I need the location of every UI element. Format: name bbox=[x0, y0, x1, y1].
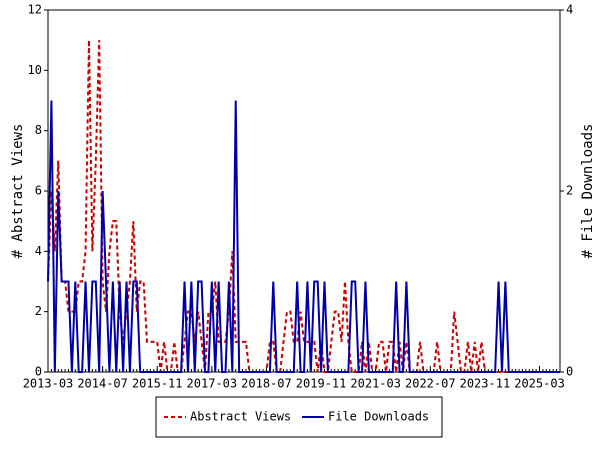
x-tick-label: 2013-03 bbox=[23, 377, 74, 391]
y2-tick-label: 2 bbox=[566, 184, 573, 198]
x-tick-label: 2017-03 bbox=[187, 377, 238, 391]
y-tick-label: 10 bbox=[28, 63, 42, 77]
legend-label: Abstract Views bbox=[190, 410, 291, 424]
legend-label: File Downloads bbox=[328, 410, 429, 424]
x-tick-label: 2015-11 bbox=[132, 377, 183, 391]
y2-axis-label: # File Downloads bbox=[580, 124, 596, 259]
y-tick-label: 4 bbox=[35, 244, 42, 258]
x-tick-label: 2019-11 bbox=[296, 377, 347, 391]
series-line bbox=[47, 100, 560, 373]
x-tick-label: 2014-07 bbox=[77, 377, 128, 391]
y-tick-label: 8 bbox=[35, 123, 42, 137]
y-tick-label: 2 bbox=[35, 304, 42, 318]
y-tick-label: 6 bbox=[35, 184, 42, 198]
y2-tick-label: 4 bbox=[566, 3, 573, 17]
x-tick-label: 2023-11 bbox=[460, 377, 511, 391]
x-tick-label: 2022-07 bbox=[405, 377, 456, 391]
x-tick-label: 2025-03 bbox=[514, 377, 565, 391]
y-tick-label: 12 bbox=[28, 3, 42, 17]
x-tick-label: 2021-03 bbox=[350, 377, 401, 391]
y-tick-label: 0 bbox=[35, 365, 42, 379]
x-tick-label: 2018-07 bbox=[241, 377, 292, 391]
legend-box bbox=[155, 396, 443, 438]
series-line bbox=[47, 40, 560, 373]
y2-tick-label: 0 bbox=[566, 365, 573, 379]
y-axis-label: # Abstract Views bbox=[10, 124, 26, 259]
